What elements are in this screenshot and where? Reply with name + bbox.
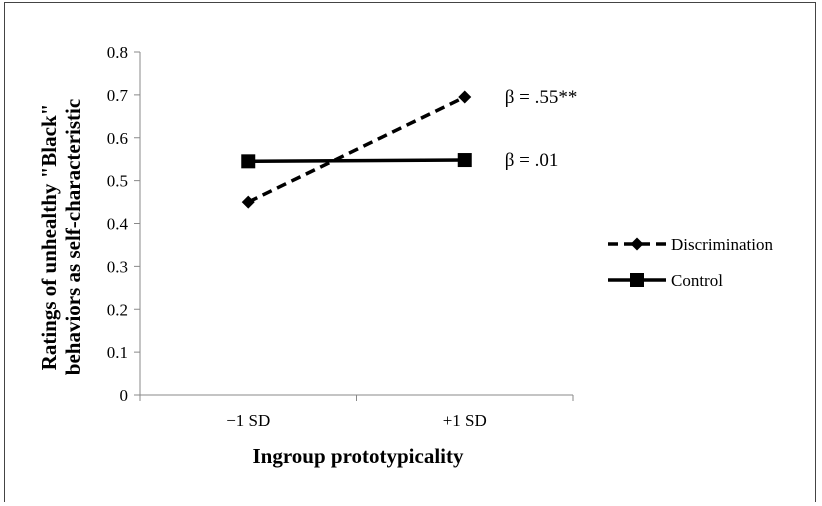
y-tick-label: 0 xyxy=(120,386,129,405)
legend-swatch-marker xyxy=(630,273,644,287)
y-tick-label: 0.4 xyxy=(107,215,129,234)
legend-swatch-marker xyxy=(630,237,644,251)
discrimination-point xyxy=(458,90,472,104)
control-beta-annotation: β = .01 xyxy=(505,150,559,171)
y-tick-label: 0.6 xyxy=(107,129,128,148)
series-layer: β = .55** β = .01 xyxy=(241,87,577,209)
y-tick-label: 0.8 xyxy=(107,43,128,62)
y-tick-label: 0.2 xyxy=(107,300,128,319)
y-tick-label: 0.5 xyxy=(107,172,128,191)
discrimination-point xyxy=(241,195,255,209)
legend: Discrimination Control xyxy=(608,235,773,290)
y-tick-label: 0.1 xyxy=(107,343,128,362)
y-axis-title-line-2: behaviors as self-characteristic xyxy=(61,99,85,375)
discrimination-beta-annotation: β = .55** xyxy=(505,87,578,108)
control-point xyxy=(457,153,472,168)
discrimination-line xyxy=(247,95,466,204)
legend-item-discrimination: Discrimination xyxy=(608,235,773,254)
y-axis-title-line-1: Ratings of unhealthy "Black" xyxy=(37,104,61,371)
y-tick-label: 0.7 xyxy=(107,86,129,105)
legend-label: Control xyxy=(671,271,723,290)
x-tick-label: −1 SD xyxy=(226,411,270,430)
chart-frame xyxy=(4,2,816,502)
y-axis: 0 0.1 0.2 0.3 0.4 0.5 0.6 0.7 0.8 xyxy=(107,43,141,405)
control-point xyxy=(241,154,256,169)
x-axis-title: Ingroup prototypicality xyxy=(252,444,464,468)
series-discrimination: β = .55** xyxy=(241,87,578,209)
y-tick-label: 0.3 xyxy=(107,257,128,276)
legend-label: Discrimination xyxy=(671,235,773,254)
legend-item-control: Control xyxy=(608,271,723,290)
series-control: β = .01 xyxy=(241,150,558,171)
x-axis: −1 SD +1 SD xyxy=(139,394,574,430)
control-line xyxy=(248,158,465,164)
x-tick-label: +1 SD xyxy=(443,411,487,430)
